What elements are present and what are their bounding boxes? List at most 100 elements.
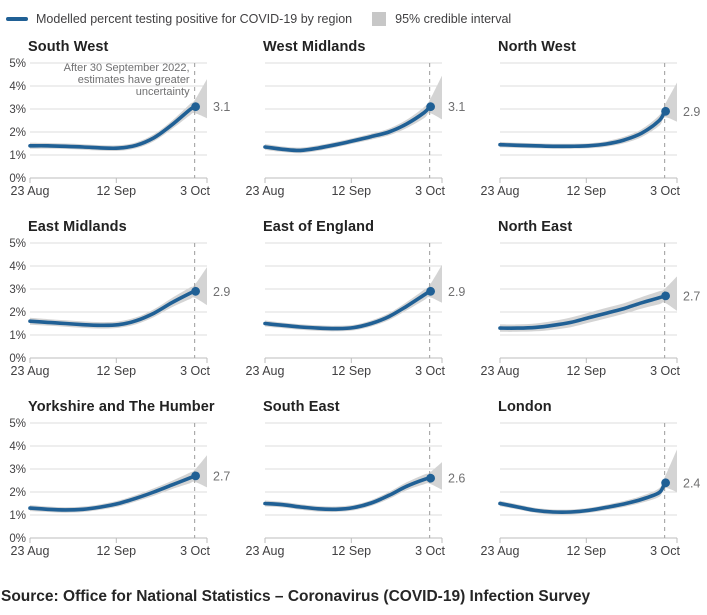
line-swatch-icon xyxy=(6,17,28,21)
estimate-line xyxy=(498,109,667,149)
x-axis-tick-label: 12 Sep xyxy=(566,544,606,558)
region-chart: 2.7 23 Aug 12 Sep 3 Oct xyxy=(481,242,700,378)
panel-title: North East xyxy=(498,219,573,235)
y-axis-tick-label: 3% xyxy=(9,464,26,476)
end-point-dot xyxy=(661,291,670,301)
region-chart: 3.1 23 Aug 12 Sep 3 Oct xyxy=(246,62,465,198)
panel-title: South East xyxy=(263,399,340,415)
region-chart: 2.6 23 Aug 12 Sep 3 Oct xyxy=(246,422,465,558)
end-point-dot xyxy=(191,286,201,296)
legend-item-interval: 95% credible interval xyxy=(372,12,511,26)
small-multiples-grid: South West 3.1 5% 4% 3% 2% 1% 0% 23 Aug 12 Sep 3 O… xyxy=(0,32,707,572)
estimate-line xyxy=(498,294,667,330)
region-panel: North West 2.9 23 Aug 12 Sep 3 Oct xyxy=(470,32,707,212)
x-axis-tick-label: 3 Oct xyxy=(650,364,680,378)
x-axis-tick-label: 23 Aug xyxy=(481,544,520,558)
region-panel: London 2.4 23 Aug 12 Sep 3 Oct xyxy=(470,392,707,572)
x-axis-tick-label: 23 Aug xyxy=(246,184,285,198)
end-value-label: 2.9 xyxy=(448,285,465,299)
y-axis-tick-label: 1% xyxy=(9,330,26,342)
x-axis-tick-label: 12 Sep xyxy=(96,364,136,378)
y-axis-tick-label: 2% xyxy=(9,307,26,319)
y-axis-tick-label: 5% xyxy=(9,238,26,250)
panel-title: South West xyxy=(28,39,109,55)
region-panel: South West 3.1 5% 4% 3% 2% 1% 0% 23 Aug 12 Sep 3 O… xyxy=(0,32,235,212)
y-axis-tick-label: 5% xyxy=(9,58,26,70)
y-axis-tick-label: 2% xyxy=(9,487,26,499)
panel-title: North West xyxy=(498,39,577,55)
region-chart: 2.9 5% 4% 3% 2% 1% 0%23 Aug 12 Sep 3 Oct xyxy=(9,238,230,378)
estimate-line xyxy=(28,474,197,512)
legend-series-label: Modelled percent testing positive for CO… xyxy=(36,12,353,26)
x-axis-tick-label: 3 Oct xyxy=(650,184,680,198)
estimate-line xyxy=(498,481,667,515)
end-value-label: 2.7 xyxy=(683,289,700,303)
end-point-dot xyxy=(191,471,201,481)
end-value-label: 3.1 xyxy=(448,100,465,114)
x-axis-tick-label: 23 Aug xyxy=(11,544,50,558)
region-chart: 3.1 5% 4% 3% 2% 1% 0%23 Aug 12 Sep 3 Oct After 30… xyxy=(9,58,230,198)
y-axis-tick-label: 0% xyxy=(9,353,26,365)
x-axis-tick-label: 3 Oct xyxy=(180,544,210,558)
x-axis-tick-label: 12 Sep xyxy=(96,544,136,558)
credible-interval-band xyxy=(500,82,677,149)
credible-interval-band xyxy=(265,264,442,332)
y-axis-tick-label: 0% xyxy=(9,533,26,545)
estimate-line xyxy=(263,289,432,331)
y-axis-tick-label: 4% xyxy=(9,81,26,93)
x-axis-tick-label: 3 Oct xyxy=(650,544,680,558)
x-axis-tick-label: 23 Aug xyxy=(481,364,520,378)
uncertainty-annotation: After 30 September 2022, xyxy=(64,62,190,74)
x-axis-tick-label: 23 Aug xyxy=(11,364,50,378)
x-axis-tick-label: 23 Aug xyxy=(481,184,520,198)
x-axis-tick-label: 23 Aug xyxy=(246,544,285,558)
source-note: Source: Office for National Statistics –… xyxy=(1,588,591,605)
credible-interval-band xyxy=(500,449,677,515)
region-chart: 2.9 23 Aug 12 Sep 3 Oct xyxy=(246,242,465,378)
region-panel: East Midlands 2.9 5% 4% 3% 2% 1% 0% 23 Aug 12 Sep… xyxy=(0,212,235,392)
uncertainty-annotation: estimates have greater xyxy=(78,74,190,86)
region-panel: South East 2.6 23 Aug 12 Sep 3 Oct xyxy=(235,392,470,572)
panel-title: West Midlands xyxy=(263,39,366,55)
uncertainty-annotation: uncertainty xyxy=(136,86,190,98)
panel-title: London xyxy=(498,399,552,415)
end-point-dot xyxy=(426,286,435,296)
x-axis-tick-label: 12 Sep xyxy=(566,184,606,198)
end-point-dot xyxy=(426,473,435,483)
x-axis-tick-label: 3 Oct xyxy=(415,544,445,558)
legend-item-modelled: Modelled percent testing positive for CO… xyxy=(6,12,352,26)
panel-title: East of England xyxy=(263,219,375,235)
end-point-dot xyxy=(661,106,670,116)
y-axis-tick-label: 2% xyxy=(9,127,26,139)
y-axis-tick-label: 1% xyxy=(9,510,26,522)
region-panel: North East 2.7 23 Aug 12 Sep 3 Oct xyxy=(470,212,707,392)
x-axis-tick-label: 3 Oct xyxy=(415,364,445,378)
x-axis-tick-label: 12 Sep xyxy=(331,364,371,378)
end-value-label: 2.9 xyxy=(683,105,700,119)
region-panel: Yorkshire and The Humber 2.7 5% 4% 3% 2% 1% 0% 2… xyxy=(0,392,235,572)
region-chart: 2.9 23 Aug 12 Sep 3 Oct xyxy=(481,62,700,198)
x-axis-tick-label: 12 Sep xyxy=(331,184,371,198)
panel-title: Yorkshire and The Humber xyxy=(28,399,215,415)
x-axis-tick-label: 3 Oct xyxy=(415,184,445,198)
estimate-line xyxy=(28,289,197,328)
y-axis-tick-label: 3% xyxy=(9,104,26,116)
y-axis-tick-label: 3% xyxy=(9,284,26,296)
end-point-dot xyxy=(426,102,435,112)
interval-swatch-icon xyxy=(372,12,387,26)
estimate-line xyxy=(263,476,432,512)
credible-interval-band xyxy=(500,276,677,332)
panel-title: East Midlands xyxy=(28,219,127,235)
region-chart: 2.7 5% 4% 3% 2% 1% 0%23 Aug 12 Sep 3 Oct xyxy=(9,418,230,558)
chart-legend: Modelled percent testing positive for CO… xyxy=(0,0,707,30)
end-point-dot xyxy=(191,102,201,112)
y-axis-tick-label: 5% xyxy=(9,418,26,430)
estimate-line xyxy=(263,104,432,153)
region-panel: East of England 2.9 23 Aug 12 Sep 3 Oct xyxy=(235,212,470,392)
x-axis-tick-label: 3 Oct xyxy=(180,184,210,198)
end-value-label: 2.9 xyxy=(213,285,230,299)
x-axis-tick-label: 12 Sep xyxy=(96,184,136,198)
x-axis-tick-label: 23 Aug xyxy=(246,364,285,378)
end-value-label: 2.6 xyxy=(448,472,465,486)
y-axis-tick-label: 4% xyxy=(9,441,26,453)
